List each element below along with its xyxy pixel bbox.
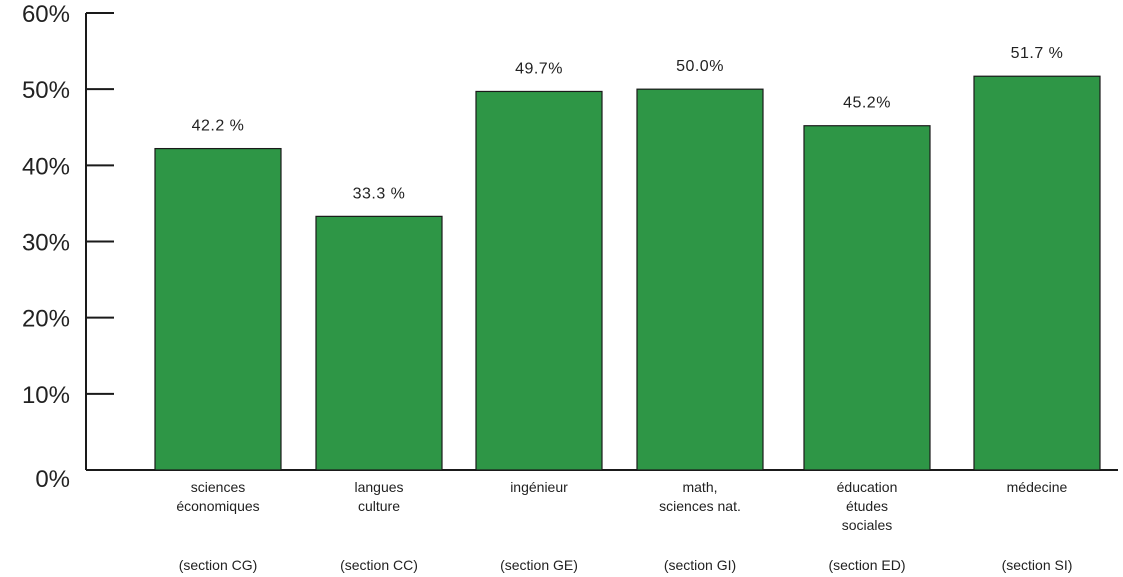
section-label: (section GE) [500, 557, 578, 573]
section-label: (section CC) [340, 557, 418, 573]
bar [315, 215, 443, 471]
y-tick-label: 10% [22, 382, 70, 409]
value-label: 49.7% [515, 60, 563, 77]
value-label: 51.7 % [1011, 45, 1064, 62]
y-tick-label: 20% [22, 306, 70, 333]
value-label: 33.3 % [353, 185, 406, 202]
bar [475, 90, 603, 471]
category-labels: sciences économiques langues culture ingénie… [176, 479, 1067, 533]
category-label: sociales [842, 517, 893, 533]
value-label: 50.0% [676, 58, 724, 75]
section-labels: (section CG) (section CC) (section GE) (sec… [179, 557, 1073, 573]
category-label: culture [358, 498, 400, 514]
section-label: (section ED) [828, 557, 905, 573]
bar [154, 147, 282, 471]
category-label: éducation [837, 479, 898, 495]
section-label: (section GI) [664, 557, 736, 573]
category-label: sciences nat. [659, 498, 741, 514]
category-label: math, [682, 479, 717, 495]
y-axis-ticks: 0% 10% 20% 30% 40% 50% 60% [22, 1, 114, 493]
y-tick-label: 0% [35, 466, 70, 493]
y-tick-label: 30% [22, 230, 70, 257]
y-tick-label: 50% [22, 77, 70, 104]
bar [803, 125, 931, 471]
section-label: (section SI) [1002, 557, 1073, 573]
category-label: médecine [1007, 479, 1068, 495]
y-tick-label: 60% [22, 1, 70, 28]
category-label: ingénieur [510, 479, 568, 495]
category-label: langues [354, 479, 403, 495]
value-labels: 42.2 % 33.3 % 49.7% 50.0% 45.2% 51.7 % [192, 45, 1064, 202]
category-label: études [846, 498, 888, 514]
value-label: 45.2% [843, 95, 891, 112]
value-label: 42.2 % [192, 118, 245, 135]
bar [973, 75, 1101, 471]
category-label: sciences [191, 479, 245, 495]
chart-bars [154, 75, 1101, 471]
bar [636, 88, 764, 471]
section-label: (section CG) [179, 557, 258, 573]
y-tick-label: 40% [22, 153, 70, 180]
category-label: économiques [176, 498, 259, 514]
